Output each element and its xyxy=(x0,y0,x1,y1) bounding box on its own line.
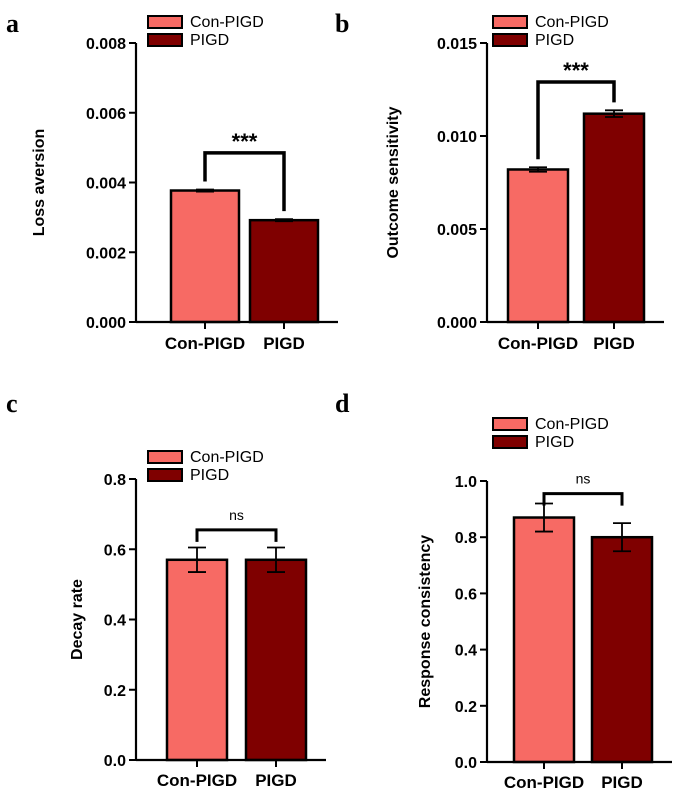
x-category-label: PIGD xyxy=(263,334,305,353)
x-category-label: Con-PIGD xyxy=(504,773,584,792)
y-tick-label: 0.015 xyxy=(437,36,477,53)
significance-label: ns xyxy=(229,507,244,523)
x-category-label: Con-PIGD xyxy=(165,334,245,353)
legend-label: PIGD xyxy=(190,467,229,484)
bar-pigd xyxy=(244,558,308,762)
legend-label: PIGD xyxy=(535,32,574,49)
error-bar xyxy=(188,546,206,573)
y-tick-label: 0.8 xyxy=(104,472,126,489)
bar-pigd xyxy=(590,535,654,764)
y-axis-label: Response consistency xyxy=(417,535,434,709)
legend-swatch xyxy=(147,15,183,29)
panel-letter: d xyxy=(335,389,350,418)
y-tick-label: 0.000 xyxy=(86,315,126,332)
bar-pigd xyxy=(248,218,320,324)
y-tick-label: 0.8 xyxy=(455,530,477,547)
error-bar xyxy=(267,546,285,573)
legend-swatch xyxy=(492,15,528,29)
panel-letter: c xyxy=(6,389,18,418)
legend-swatch xyxy=(492,435,528,449)
x-category-label: Con-PIGD xyxy=(157,771,237,790)
significance-bracket xyxy=(195,528,278,542)
error-bar xyxy=(196,188,214,193)
y-tick-label: 0.004 xyxy=(86,176,126,193)
y-tick-label: 0.000 xyxy=(437,315,477,332)
panel-letter: b xyxy=(335,9,349,38)
legend-swatch xyxy=(147,33,183,47)
y-tick-label: 0.008 xyxy=(86,36,126,53)
legend-label: Con-PIGD xyxy=(190,14,264,31)
y-tick-label: 0.0 xyxy=(104,753,126,770)
bar-pigd xyxy=(582,112,646,324)
y-tick-label: 0.4 xyxy=(455,643,477,660)
panel-d: d 0.0 0.2 0.4 0.6 0.8 1.0 Response consistency C… xyxy=(335,389,672,792)
y-tick-label: 0.6 xyxy=(104,542,126,559)
legend-swatch xyxy=(492,33,528,47)
legend-swatch xyxy=(492,417,528,431)
y-tick-label: 1.0 xyxy=(455,474,477,491)
bar-con-pigd xyxy=(165,558,229,762)
y-tick-label: 0.0 xyxy=(455,755,477,772)
error-bar xyxy=(605,109,623,118)
legend-label: PIGD xyxy=(535,434,574,451)
significance-label: ns xyxy=(576,471,591,487)
x-category-label: PIGD xyxy=(593,334,635,353)
bar-con-pigd xyxy=(506,168,570,324)
panel-a: a 0.000 0.002 0.004 0.006 0.008 Loss aversion C… xyxy=(6,9,338,353)
y-axis-label: Loss aversion xyxy=(31,129,48,237)
panel-letter: a xyxy=(6,9,19,38)
x-category-label: PIGD xyxy=(255,771,297,790)
y-tick-label: 0.005 xyxy=(437,222,477,239)
x-category-label: Con-PIGD xyxy=(498,334,578,353)
legend-label: PIGD xyxy=(190,32,229,49)
y-tick-label: 0.002 xyxy=(86,245,126,262)
error-bar xyxy=(613,522,631,553)
significance-bracket xyxy=(536,80,616,160)
legend-label: Con-PIGD xyxy=(190,449,264,466)
error-bar xyxy=(529,166,547,173)
y-tick-label: 0.6 xyxy=(455,586,477,603)
significance-bracket xyxy=(203,151,286,212)
y-tick-label: 0.010 xyxy=(437,129,477,146)
significance-bracket xyxy=(542,492,624,506)
legend-swatch xyxy=(147,450,183,464)
y-tick-label: 0.006 xyxy=(86,106,126,123)
y-axis-label: Outcome sensitivity xyxy=(385,106,402,258)
significance-label: *** xyxy=(232,129,258,154)
y-tick-label: 0.2 xyxy=(455,699,477,716)
legend-swatch xyxy=(147,468,183,482)
x-category-label: PIGD xyxy=(601,773,643,792)
legend-label: Con-PIGD xyxy=(535,14,609,31)
legend-label: Con-PIGD xyxy=(535,416,609,433)
bar-con-pigd xyxy=(512,516,576,764)
y-tick-label: 0.4 xyxy=(104,613,126,630)
panel-b: b 0.000 0.005 0.010 0.015 Outcome sensitivity… xyxy=(335,9,664,353)
bar-con-pigd xyxy=(169,189,241,324)
significance-label: *** xyxy=(563,58,589,83)
error-bar xyxy=(275,218,293,223)
y-tick-label: 0.2 xyxy=(104,683,126,700)
y-axis-label: Decay rate xyxy=(69,579,86,660)
